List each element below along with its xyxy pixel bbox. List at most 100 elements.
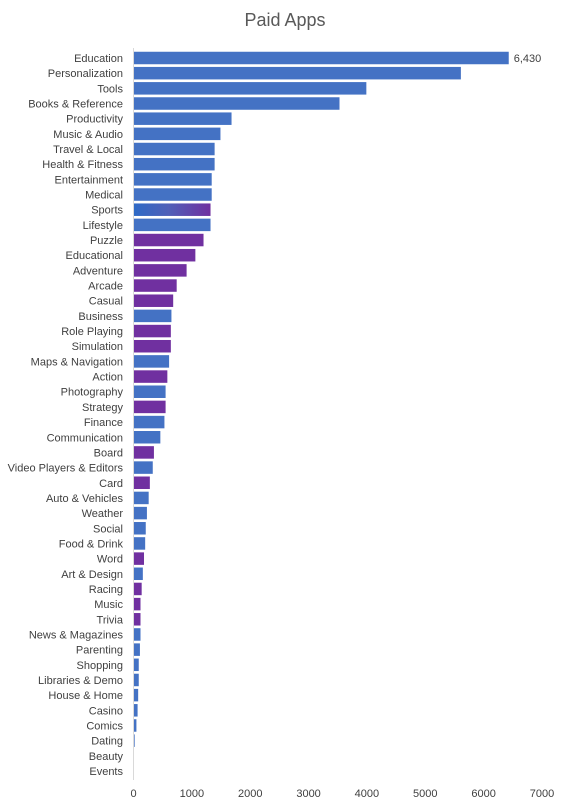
bar-video-players-and-editors [133, 461, 153, 474]
bar-tools [133, 82, 367, 95]
x-axis: 0 1000 2000 3000 4000 5000 6000 7000 [130, 48, 554, 800]
bar-simulation [133, 339, 171, 353]
x-tick-label: 7000 [530, 788, 554, 800]
bar-music [133, 597, 141, 611]
category-label-business: Business [78, 311, 123, 323]
bar-health-and-fitness [133, 157, 215, 171]
bar-books-and-reference [133, 97, 340, 110]
x-tick-label: 4000 [355, 788, 379, 800]
category-label-finance: Finance [84, 417, 123, 429]
bar-social [133, 522, 146, 535]
bar-adventure [133, 264, 187, 277]
category-label-lifestyle: Lifestyle [83, 220, 123, 232]
category-label-adventure: Adventure [73, 265, 123, 277]
category-label-puzzle: Puzzle [90, 235, 123, 247]
category-label-comics: Comics [86, 720, 123, 732]
category-label-food-and-drink: Food & Drink [59, 538, 124, 550]
bar-educational [133, 248, 196, 262]
bar-board [133, 446, 154, 459]
bar-puzzle [133, 233, 204, 247]
bar-sports [133, 203, 211, 216]
category-label-trivia: Trivia [97, 614, 124, 626]
category-label-casino: Casino [89, 705, 123, 717]
category-label-casual: Casual [89, 296, 123, 308]
bar-trivia [133, 613, 141, 626]
bar-word [133, 552, 145, 565]
bar-casino [133, 704, 138, 717]
bar-action [133, 370, 168, 383]
bar-news-and-magazines [133, 628, 141, 641]
bar-entertainment [133, 173, 212, 186]
category-label-social: Social [93, 523, 123, 535]
category-label-music: Music [94, 599, 123, 611]
category-label-travel-and-local: Travel & Local [53, 144, 123, 156]
category-label-music-and-audio: Music & Audio [53, 129, 123, 141]
category-label-card: Card [99, 478, 123, 490]
bars-layer: 6,430 [133, 51, 542, 747]
category-label-dating: Dating [91, 736, 123, 748]
category-label-maps-and-navigation: Maps & Navigation [31, 356, 123, 368]
category-labels: Education Personalization Tools Books & Ref… [8, 53, 124, 778]
category-label-educational: Educational [66, 250, 124, 262]
bar-music-and-audio [133, 127, 221, 141]
bar-comics [133, 719, 137, 732]
x-tick-label: 5000 [413, 788, 437, 800]
bar-productivity [133, 112, 232, 125]
category-label-house-and-home: House & Home [48, 690, 123, 702]
bar-education [133, 51, 509, 65]
category-label-photography: Photography [61, 387, 124, 399]
category-label-education: Education [74, 53, 123, 65]
category-label-role-playing: Role Playing [61, 326, 123, 338]
category-label-news-and-magazines: News & Magazines [29, 629, 124, 641]
x-tick-label: 6000 [471, 788, 495, 800]
bar-auto-and-vehicles [133, 491, 149, 505]
category-label-beauty: Beauty [89, 751, 124, 763]
bar-communication [133, 431, 161, 444]
category-label-communication: Communication [47, 432, 123, 444]
category-label-video-players-and-editors: Video Players & Editors [8, 463, 124, 475]
category-label-events: Events [89, 766, 123, 778]
bar-art-and-design [133, 567, 143, 581]
bar-card [133, 476, 150, 490]
category-label-action: Action [92, 372, 123, 384]
category-label-simulation: Simulation [72, 341, 123, 353]
bar-lifestyle [133, 218, 211, 232]
category-label-libraries-and-demo: Libraries & Demo [38, 675, 123, 687]
bar-dating [133, 734, 135, 747]
bar-shopping [133, 658, 139, 672]
category-label-auto-and-vehicles: Auto & Vehicles [46, 493, 124, 505]
chart-title: Paid Apps [244, 10, 326, 30]
bar-business [133, 309, 172, 323]
data-label-education: 6,430 [514, 53, 542, 65]
bar-house-and-home [133, 688, 139, 702]
bar-libraries-and-demo [133, 673, 139, 687]
x-tick-label: 0 [130, 788, 136, 800]
category-label-books-and-reference: Books & Reference [28, 99, 123, 111]
category-label-racing: Racing [89, 584, 123, 596]
bar-personalization [133, 66, 461, 80]
bar-food-and-drink [133, 537, 146, 550]
category-label-sports: Sports [91, 205, 123, 217]
bar-role-playing [133, 324, 171, 338]
x-tick-label: 1000 [180, 788, 204, 800]
category-label-strategy: Strategy [82, 402, 123, 414]
category-label-shopping: Shopping [77, 660, 124, 672]
bar-weather [133, 506, 147, 520]
category-label-board: Board [94, 447, 123, 459]
category-label-tools: Tools [97, 83, 123, 95]
x-tick-label: 2000 [238, 788, 262, 800]
bar-travel-and-local [133, 142, 215, 156]
bar-casual [133, 294, 174, 307]
category-label-health-and-fitness: Health & Fitness [42, 159, 123, 171]
category-label-personalization: Personalization [48, 68, 123, 80]
bar-maps-and-navigation [133, 355, 170, 368]
category-label-productivity: Productivity [66, 114, 123, 126]
bar-arcade [133, 279, 177, 292]
bar-photography [133, 385, 166, 398]
bar-finance [133, 415, 165, 429]
x-tick-label: 3000 [296, 788, 320, 800]
category-label-parenting: Parenting [76, 645, 123, 657]
bar-medical [133, 188, 212, 201]
category-label-art-and-design: Art & Design [61, 569, 123, 581]
